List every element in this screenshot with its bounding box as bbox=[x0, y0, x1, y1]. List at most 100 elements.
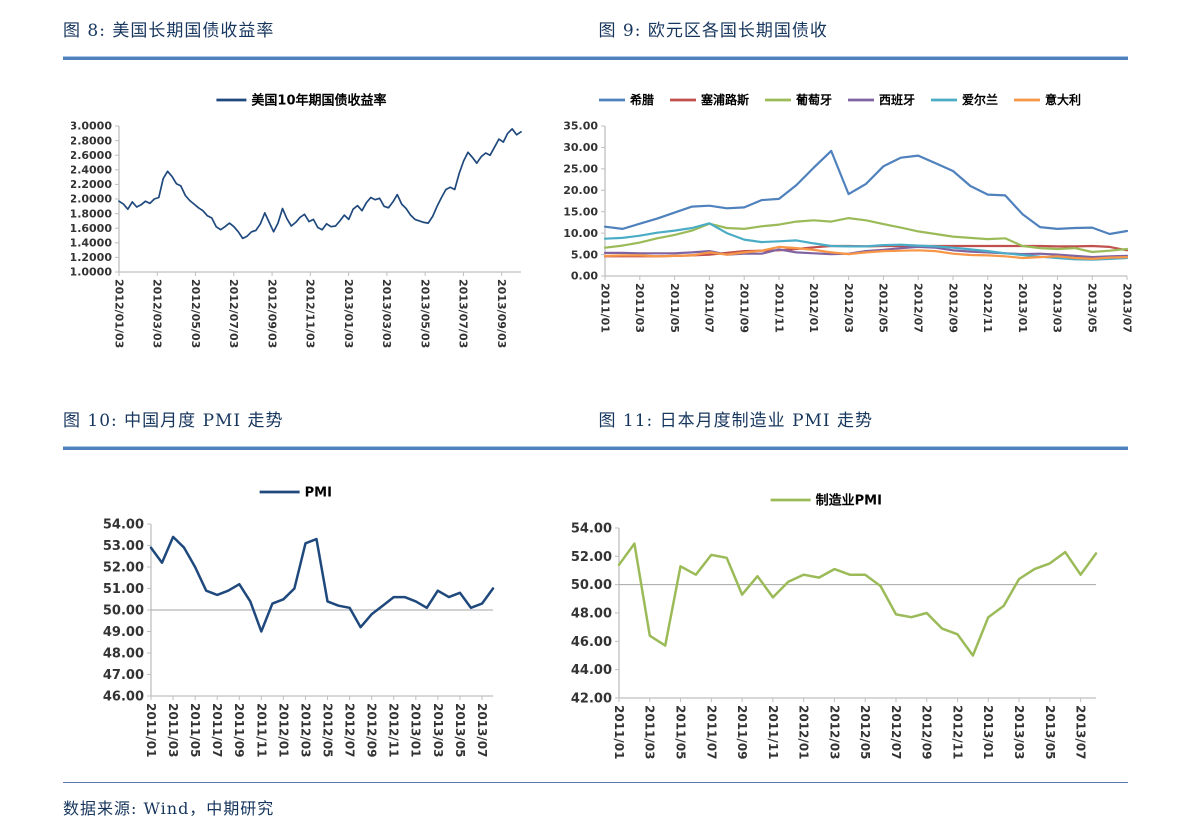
x-tick-label: 2012/01/03 bbox=[112, 279, 125, 348]
x-tick-label: 2012/07 bbox=[889, 705, 903, 759]
x-tick-label: 2012/07 bbox=[343, 703, 357, 757]
x-tick-label: 2012/11 bbox=[981, 283, 994, 333]
chart-us-treasury-yield: 3.0000 2.8000 2.6000 2.4000 2.2000 2.0000 1.80… bbox=[70, 84, 531, 364]
x-tick-label: 2013/07 bbox=[1120, 283, 1133, 333]
legend-label: 葡萄牙 bbox=[795, 92, 832, 107]
x-tick-label: 2012/01 bbox=[807, 283, 820, 333]
figure-10-title: 图 10: 中国月度 PMI 走势 bbox=[63, 411, 284, 431]
y-tick-label: 52.00 bbox=[571, 550, 612, 565]
x-tick-label: 2011/03 bbox=[643, 705, 657, 759]
x-tick-label: 2013/05 bbox=[453, 703, 467, 757]
y-tick-label: 0.00 bbox=[571, 270, 598, 283]
y-tick-label: 51.00 bbox=[103, 582, 144, 597]
y-tick-label: 50.00 bbox=[103, 603, 144, 618]
x-tick-label: 2013/07/03 bbox=[457, 279, 470, 348]
x-tick-label: 2013/03/03 bbox=[380, 279, 393, 348]
y-tick-label: 46.00 bbox=[103, 689, 144, 704]
x-tick-label: 2011/03 bbox=[633, 283, 646, 333]
y-tick-label: 2.6000 bbox=[71, 149, 112, 162]
x-tick-label: 2011/09 bbox=[737, 283, 750, 333]
y-tick-label: 2.0000 bbox=[71, 193, 112, 206]
legend-label: PMI bbox=[305, 485, 332, 500]
y-tick-label: 48.00 bbox=[103, 646, 144, 661]
chart-svg: 35.0030.0025.0020.0015.0010.005.000.0020… bbox=[563, 92, 1133, 333]
series-line bbox=[603, 245, 1129, 260]
y-tick-label: 1.6000 bbox=[71, 222, 112, 235]
y-tick-label: 44.00 bbox=[571, 663, 612, 678]
figure-8-title: 图 8: 美国长期国债收益率 bbox=[63, 21, 275, 41]
y-tick-label: 50.00 bbox=[571, 578, 612, 593]
y-tick-label: 48.00 bbox=[571, 606, 612, 621]
x-tick-label: 2013/05 bbox=[1085, 283, 1098, 333]
y-tick-label: 35.00 bbox=[563, 120, 598, 133]
x-tick-label: 2012/11/03 bbox=[304, 279, 317, 348]
x-tick-label: 2012/11 bbox=[950, 705, 964, 759]
charts-row-1: 3.0000 2.8000 2.6000 2.4000 2.2000 2.0000 1.80… bbox=[63, 60, 1134, 390]
legend-label: 塞浦路斯 bbox=[701, 92, 749, 107]
x-tick-label: 2011/11 bbox=[772, 283, 785, 333]
x-tick-label: 2011/07 bbox=[703, 283, 716, 333]
legend-label: 希腊 bbox=[629, 92, 654, 107]
figure-9-title: 图 9: 欧元区各国长期国债收 bbox=[598, 21, 828, 41]
y-tick-label: 1.2000 bbox=[71, 251, 112, 264]
x-tick-label: 2012/05 bbox=[858, 705, 872, 759]
series-line bbox=[149, 535, 495, 633]
y-tick-label: 2.4000 bbox=[71, 164, 112, 177]
y-tick-label: 1.8000 bbox=[71, 207, 112, 220]
y-tick-label: 20.00 bbox=[563, 184, 598, 197]
y-tick-label: 1.4000 bbox=[71, 237, 112, 250]
x-tick-label: 2012/05 bbox=[877, 283, 890, 333]
charts-row-2: 54.00 53.00 52.00 51.00 50.00 49.00 48.00 47.00… bbox=[63, 450, 1128, 776]
y-tick-label: 54.00 bbox=[571, 521, 612, 536]
y-tick-label: 53.00 bbox=[103, 539, 144, 554]
x-tick-label: 2012/11 bbox=[387, 703, 401, 757]
chart-eurozone-bond-yields: 35.00 30.00 25.00 20.00 15.00 10.00 5.00 0.00 20… bbox=[545, 88, 1135, 354]
series-line bbox=[118, 128, 522, 240]
x-tick-label: 2011/07 bbox=[210, 703, 224, 757]
x-tick-label: 2012/09 bbox=[946, 283, 959, 333]
y-tick-label: 47.00 bbox=[103, 668, 144, 683]
figure-titles-row-2: 图 10: 中国月度 PMI 走势 图 11: 日本月度制造业 PMI 走势 bbox=[63, 406, 1128, 440]
x-tick-label: 2013/09/03 bbox=[495, 279, 508, 348]
chart-svg: 54.00 53.00 52.00 51.00 50.00 49.00 48.00 47.00… bbox=[103, 485, 495, 757]
y-tick-label: 5.00 bbox=[571, 248, 598, 261]
x-tick-label: 2012/07/03 bbox=[227, 279, 240, 348]
x-tick-label: 2012/05 bbox=[320, 703, 334, 757]
x-tick-label: 2012/09/03 bbox=[265, 279, 278, 348]
x-tick-label: 2011/11 bbox=[766, 705, 780, 759]
series-line bbox=[617, 542, 1098, 657]
x-tick-label: 2012/03/03 bbox=[151, 279, 164, 348]
y-tick-label: 42.00 bbox=[571, 691, 612, 706]
series-line bbox=[603, 217, 1129, 254]
report-page: 图 8: 美国长期国债收益率 图 9: 欧元区各国长期国债收 3.0000 2.8… bbox=[0, 16, 1191, 819]
x-tick-label: 2011/11 bbox=[254, 703, 268, 757]
x-tick-label: 2011/09 bbox=[735, 705, 749, 759]
section-divider bbox=[63, 56, 1128, 60]
x-tick-label: 2011/01 bbox=[612, 705, 626, 759]
y-tick-label: 2.2000 bbox=[71, 178, 112, 191]
x-tick-label: 2013/07 bbox=[475, 703, 489, 757]
legend-label: 美国10年期国债收益率 bbox=[251, 92, 386, 108]
chart-china-pmi: 54.00 53.00 52.00 51.00 50.00 49.00 48.00 47.00… bbox=[69, 478, 521, 776]
x-tick-label: 2011/03 bbox=[166, 703, 180, 757]
x-tick-label: 2011/05 bbox=[188, 703, 202, 757]
y-tick-label: 10.00 bbox=[563, 227, 598, 240]
figure-11-title: 图 11: 日本月度制造业 PMI 走势 bbox=[598, 411, 874, 431]
chart-japan-pmi: 54.00 52.00 50.00 48.00 46.00 44.00 42.00 2011/… bbox=[543, 486, 1108, 774]
chart-svg: 54.0052.0050.0048.0046.0044.0042.002011/… bbox=[571, 492, 1098, 759]
series-line bbox=[603, 149, 1129, 236]
y-tick-label: 25.00 bbox=[563, 163, 598, 176]
x-tick-label: 2012/03 bbox=[298, 703, 312, 757]
x-tick-label: 2013/01 bbox=[409, 703, 423, 757]
x-tick-label: 2011/01 bbox=[598, 283, 611, 333]
x-tick-label: 2013/01/03 bbox=[342, 279, 355, 348]
x-tick-label: 2013/03 bbox=[1051, 283, 1064, 333]
x-tick-label: 2012/01 bbox=[276, 703, 290, 757]
x-tick-label: 2013/01 bbox=[981, 705, 995, 759]
x-tick-label: 2012/09 bbox=[920, 705, 934, 759]
y-tick-label: 15.00 bbox=[563, 205, 598, 218]
y-tick-label: 1.0000 bbox=[71, 266, 112, 279]
x-tick-label: 2013/07 bbox=[1074, 705, 1088, 759]
x-tick-label: 2011/01 bbox=[144, 703, 158, 757]
